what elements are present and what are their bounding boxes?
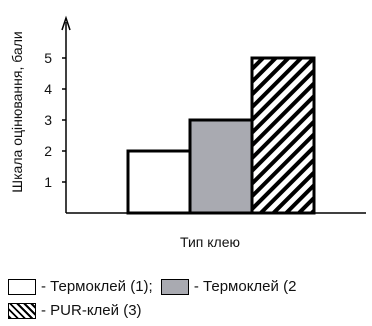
legend-swatch-white <box>8 279 36 295</box>
y-tick-label: 3 <box>44 112 52 128</box>
bar-1 <box>128 151 190 213</box>
bar-chart: 1 2 3 4 5 Шкала оцінювання, бали Тип клею <box>0 0 372 270</box>
legend-row-2: - PUR-клей (3) <box>8 302 142 324</box>
y-axis-label: Шкала оцінювання, бали <box>9 31 25 192</box>
bar-3 <box>252 58 314 213</box>
bar-2 <box>190 120 252 213</box>
x-axis-label: Тип клею <box>180 234 240 250</box>
legend-swatch-gray <box>161 279 189 295</box>
legend-label-2: - Термоклей (2 <box>194 278 297 296</box>
y-tick-label: 2 <box>44 143 52 159</box>
legend: - Термоклей (1); - Термоклей (2 <box>8 278 296 300</box>
y-tick-label: 1 <box>44 174 52 190</box>
y-tick-label: 4 <box>44 81 52 97</box>
legend-swatch-hatched <box>8 303 36 319</box>
legend-item-1: - Термоклей (1); <box>8 278 153 296</box>
y-tick-label: 5 <box>44 50 52 66</box>
bars <box>128 58 314 213</box>
legend-item-2: - Термоклей (2 <box>161 278 297 296</box>
legend-label-1: - Термоклей (1); <box>41 278 153 296</box>
legend-item-3: - PUR-клей (3) <box>8 302 142 320</box>
legend-label-3: - PUR-клей (3) <box>41 302 142 320</box>
